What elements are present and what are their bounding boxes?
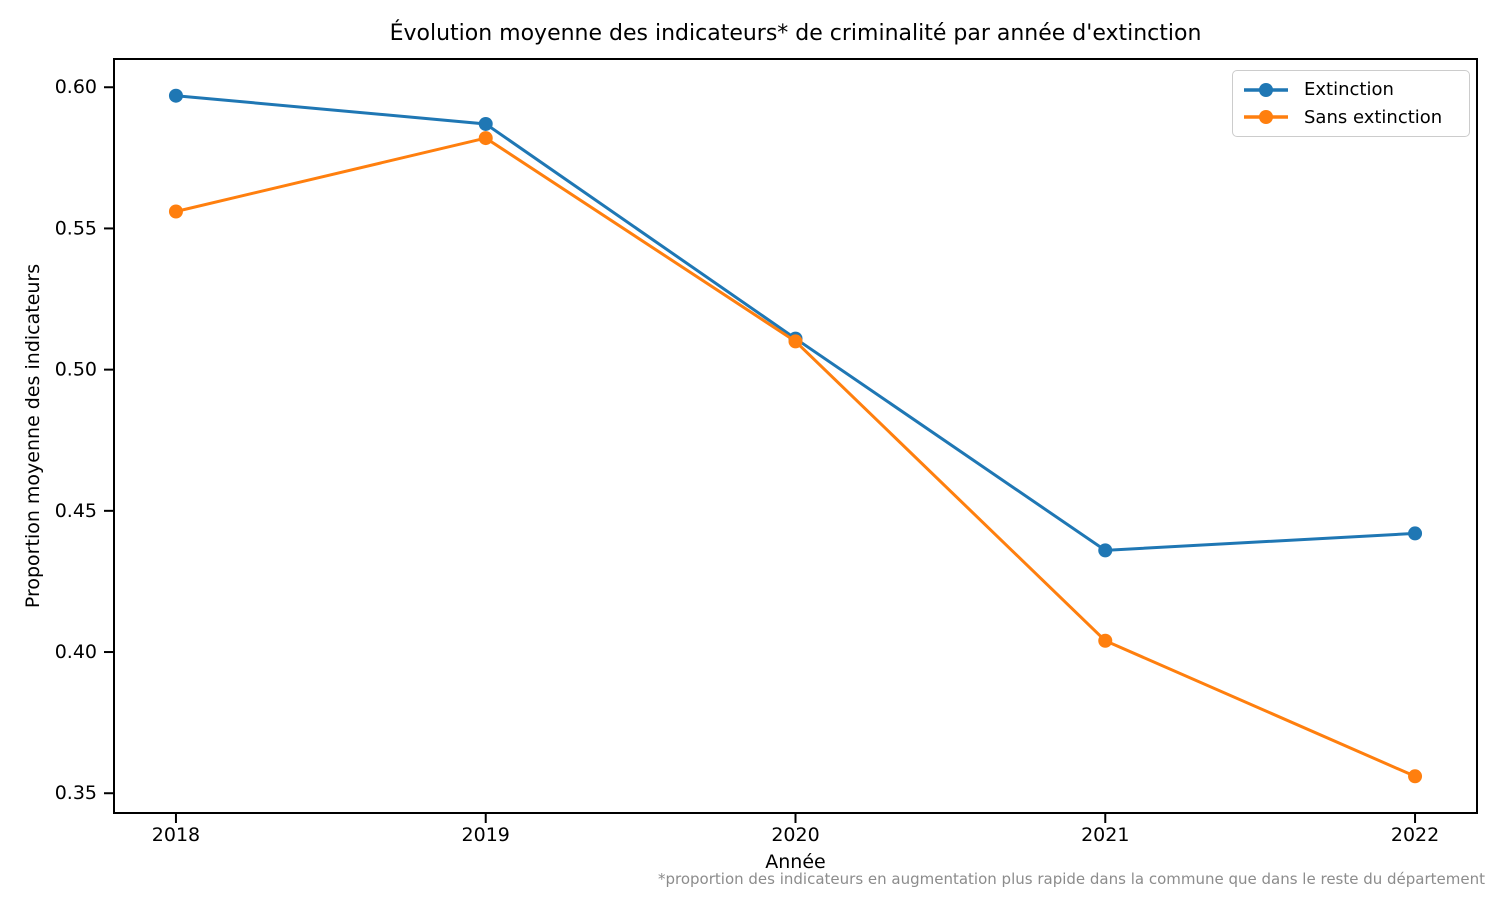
y-tick-label: 0.60 [55,76,97,98]
series-line-extinction [175,94,1416,552]
legend-marker-sans-extinction [1244,110,1288,125]
data-point-extinction [478,116,493,131]
legend-label: Sans extinction [1304,106,1443,128]
x-tick-label: 2019 [462,824,510,846]
data-point-extinction [1098,543,1113,558]
x-tick-label: 2022 [1391,824,1439,846]
y-tick-label: 0.35 [55,782,97,804]
y-tick-label: 0.55 [55,217,97,239]
series-line-sans-extinction [175,136,1416,778]
legend-item-extinction: Extinction [1243,79,1459,100]
data-point-sans-extinction [1408,769,1423,784]
y-tick-label: 0.40 [55,641,97,663]
data-point-sans-extinction [478,131,493,146]
plot-border [113,58,1478,814]
y-tick-label: 0.45 [55,500,97,522]
x-tick-label: 2020 [771,824,819,846]
data-point-sans-extinction [1098,633,1113,648]
legend-item-sans-extinction: Sans extinction [1243,107,1459,128]
data-point-sans-extinction [168,204,183,219]
data-point-extinction [168,88,183,103]
x-tick-label: 2021 [1081,824,1129,846]
x-tick-label: 2018 [152,824,200,846]
x-axis-label: Année [765,851,826,873]
footnote: *proportion des indicateurs en augmentat… [658,870,1485,888]
chart-title: Évolution moyenne des indicateurs* de cr… [389,21,1202,46]
legend-marker-extinction [1244,82,1288,97]
data-point-sans-extinction [788,334,803,349]
data-point-extinction [1408,526,1423,541]
y-axis-label: Proportion moyenne des indicateurs [22,263,44,609]
y-tick-label: 0.50 [55,359,97,381]
legend-label: Extinction [1304,79,1394,101]
legend: Extinction Sans extinction [1232,70,1470,137]
